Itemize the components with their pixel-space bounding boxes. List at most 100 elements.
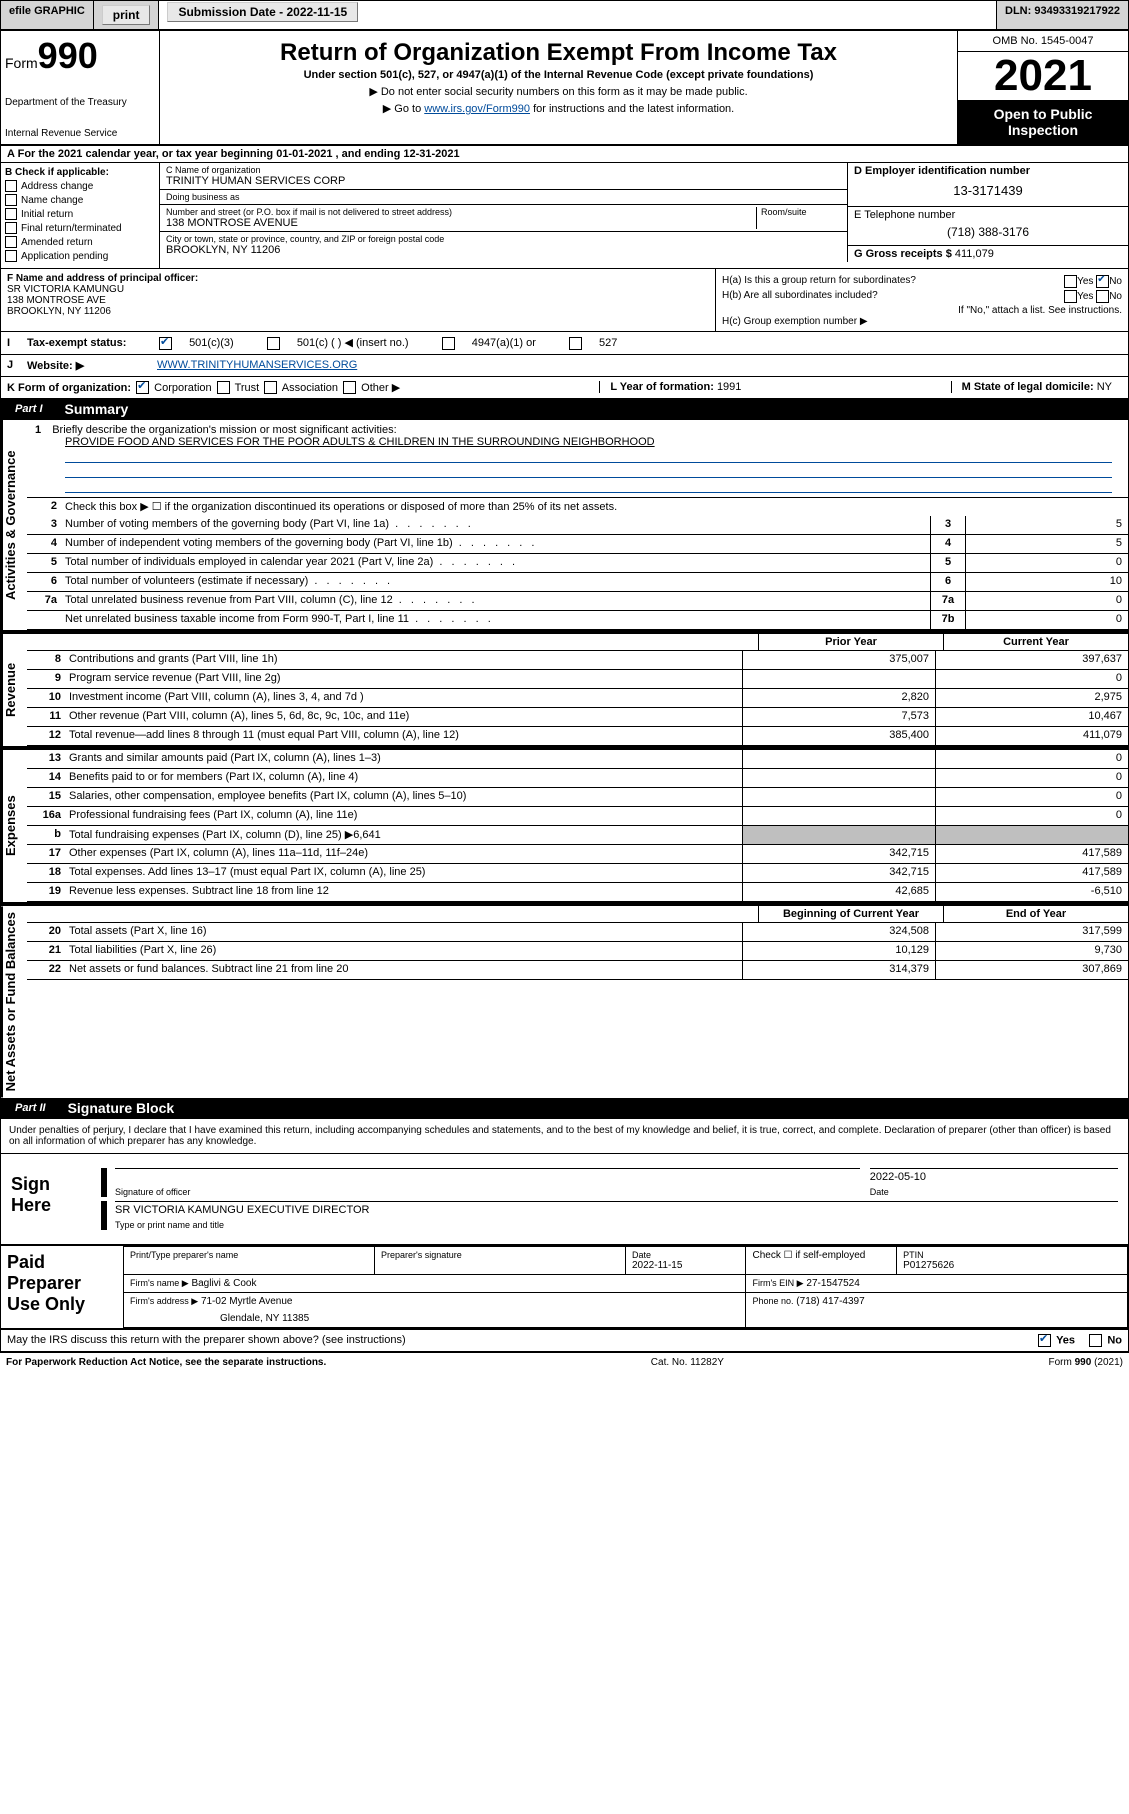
underline-row — [65, 478, 1112, 493]
omb-number: OMB No. 1545-0047 — [958, 31, 1128, 52]
opt-corp[interactable]: Corporation — [134, 382, 212, 394]
line-text: Total liabilities (Part X, line 26) — [65, 942, 742, 960]
officer-addr2: BROOKLYN, NY 11206 — [7, 306, 709, 317]
financial-line: 16a Professional fundraising fees (Part … — [27, 807, 1128, 826]
current-value: 307,869 — [935, 961, 1128, 979]
opt-501c[interactable]: 501(c) ( ) ◀ (insert no.) — [265, 337, 423, 349]
current-value: 317,599 — [935, 923, 1128, 941]
checkbox-icon[interactable] — [1064, 275, 1077, 288]
part-i-header: Part I Summary — [1, 399, 1128, 420]
prep-sig-label: Preparer's signature — [381, 1250, 619, 1260]
checkbox-icon[interactable] — [1096, 290, 1109, 303]
line-1-label: Briefly describe the organization's miss… — [52, 424, 396, 436]
checkbox-icon[interactable] — [1089, 1334, 1102, 1347]
current-value: 417,589 — [935, 864, 1128, 882]
org-name: TRINITY HUMAN SERVICES CORP — [166, 175, 841, 187]
line-text: Revenue less expenses. Subtract line 18 … — [65, 883, 742, 901]
opt-other[interactable]: Other ▶ — [341, 382, 400, 394]
line-text: Benefits paid to or for members (Part IX… — [65, 769, 742, 787]
opt-trust[interactable]: Trust — [215, 382, 260, 394]
ein-value: 13-3171439 — [854, 177, 1122, 204]
prior-value: 342,715 — [742, 864, 935, 882]
subtitle-1: Under section 501(c), 527, or 4947(a)(1)… — [166, 69, 951, 81]
prior-value: 10,129 — [742, 942, 935, 960]
chk-final-return[interactable]: Final return/terminated — [5, 222, 155, 234]
checkbox-icon[interactable] — [1096, 275, 1109, 288]
form-word: Form — [5, 55, 38, 71]
line-num: 18 — [27, 864, 65, 882]
line-cell-num: 6 — [930, 573, 965, 591]
firm-phone: (718) 417-4397 — [796, 1296, 864, 1307]
header-right: OMB No. 1545-0047 2021 Open to Public In… — [957, 31, 1128, 144]
prior-value — [742, 750, 935, 768]
opt-527[interactable]: 527 — [567, 337, 631, 349]
checkbox-icon[interactable] — [1038, 1334, 1051, 1347]
end-year-header: End of Year — [943, 906, 1128, 922]
line-j: J Website: ▶ WWW.TRINITYHUMANSERVICES.OR… — [1, 355, 1128, 377]
chk-application-pending[interactable]: Application pending — [5, 250, 155, 262]
prior-value: 324,508 — [742, 923, 935, 941]
form-title: Return of Organization Exempt From Incom… — [166, 39, 951, 67]
checkbox-icon — [5, 250, 17, 262]
checkbox-icon — [136, 381, 149, 394]
preparer-label: Paid Preparer Use Only — [1, 1246, 123, 1328]
line-num: 22 — [27, 961, 65, 979]
form-org-opts: Corporation Trust Association Other ▶ — [134, 382, 400, 394]
website-link[interactable]: WWW.TRINITYHUMANSERVICES.ORG — [157, 359, 357, 371]
box-d-e-g: D Employer identification number 13-3171… — [848, 163, 1128, 262]
chk-address-change[interactable]: Address change — [5, 180, 155, 192]
part-ii-header: Part II Signature Block — [1, 1098, 1128, 1119]
underline-row — [65, 448, 1112, 463]
yes-label: Yes — [1077, 276, 1093, 287]
opt-assoc[interactable]: Association — [262, 382, 338, 394]
financial-line: 8 Contributions and grants (Part VIII, l… — [27, 651, 1128, 670]
financial-line: 13 Grants and similar amounts paid (Part… — [27, 750, 1128, 769]
efile-label: efile GRAPHIC — [1, 1, 94, 29]
room-label: Room/suite — [761, 207, 841, 217]
checkbox-icon[interactable] — [1064, 290, 1077, 303]
line-text: Total assets (Part X, line 16) — [65, 923, 742, 941]
checkbox-icon — [267, 337, 280, 350]
line-num: 21 — [27, 942, 65, 960]
chk-initial-return[interactable]: Initial return — [5, 208, 155, 220]
line-1-num: 1 — [35, 424, 41, 436]
form-ref: Form 990 (2021) — [1049, 1357, 1123, 1368]
opt-4947[interactable]: 4947(a)(1) or — [440, 337, 550, 349]
line-num: 8 — [27, 651, 65, 669]
officer-name: SR VICTORIA KAMUNGU — [7, 284, 709, 295]
mission-block: 1 Briefly describe the organization's mi… — [27, 420, 1128, 498]
checkbox-icon — [442, 337, 455, 350]
prior-value: 2,820 — [742, 689, 935, 707]
prep-name-cell: Print/Type preparer's name — [124, 1246, 375, 1274]
revenue-content: Prior Year Current Year 8 Contributions … — [27, 634, 1128, 746]
instructions-link[interactable]: www.irs.gov/Form990 — [424, 103, 530, 115]
line-text: Professional fundraising fees (Part IX, … — [65, 807, 742, 825]
sig-empty — [115, 1171, 860, 1187]
line-value: 0 — [965, 554, 1128, 572]
part-i-title: Summary — [65, 401, 129, 417]
discuss-options: Yes No — [1036, 1334, 1122, 1347]
prior-value: 7,573 — [742, 708, 935, 726]
ein-cell: D Employer identification number 13-3171… — [848, 163, 1128, 207]
print-button[interactable]: print — [102, 5, 151, 25]
line-2-text: Check this box ▶ ☐ if the organization d… — [61, 498, 1128, 516]
chk-amended[interactable]: Amended return — [5, 236, 155, 248]
opt-label: 501(c) ( ) ◀ (insert no.) — [297, 337, 409, 349]
prior-value: 385,400 — [742, 727, 935, 745]
org-name-label: C Name of organization — [166, 165, 841, 175]
summary-line: 3 Number of voting members of the govern… — [27, 516, 1128, 535]
sig-line-1: Signature of officer 2022-05-10 Date — [101, 1168, 1128, 1197]
prep-date: 2022-11-15 — [632, 1260, 739, 1271]
chk-name-change[interactable]: Name change — [5, 194, 155, 206]
h-a-label: H(a) Is this a group return for subordin… — [722, 275, 916, 288]
no-label: No — [1107, 1334, 1122, 1346]
line-num: 7a — [27, 592, 61, 610]
opt-501c3[interactable]: 501(c)(3) — [157, 337, 248, 349]
line-num: 15 — [27, 788, 65, 806]
mission-text: PROVIDE FOOD AND SERVICES FOR THE POOR A… — [65, 436, 1120, 448]
firm-addr-cell: Firm's address ▶ 71-02 Myrtle Avenue Gle… — [124, 1292, 746, 1327]
sub3-pre: ▶ Go to — [383, 103, 424, 115]
line-num: 10 — [27, 689, 65, 707]
line-num: 19 — [27, 883, 65, 901]
form-header: Form990 Department of the Treasury Inter… — [1, 31, 1128, 146]
